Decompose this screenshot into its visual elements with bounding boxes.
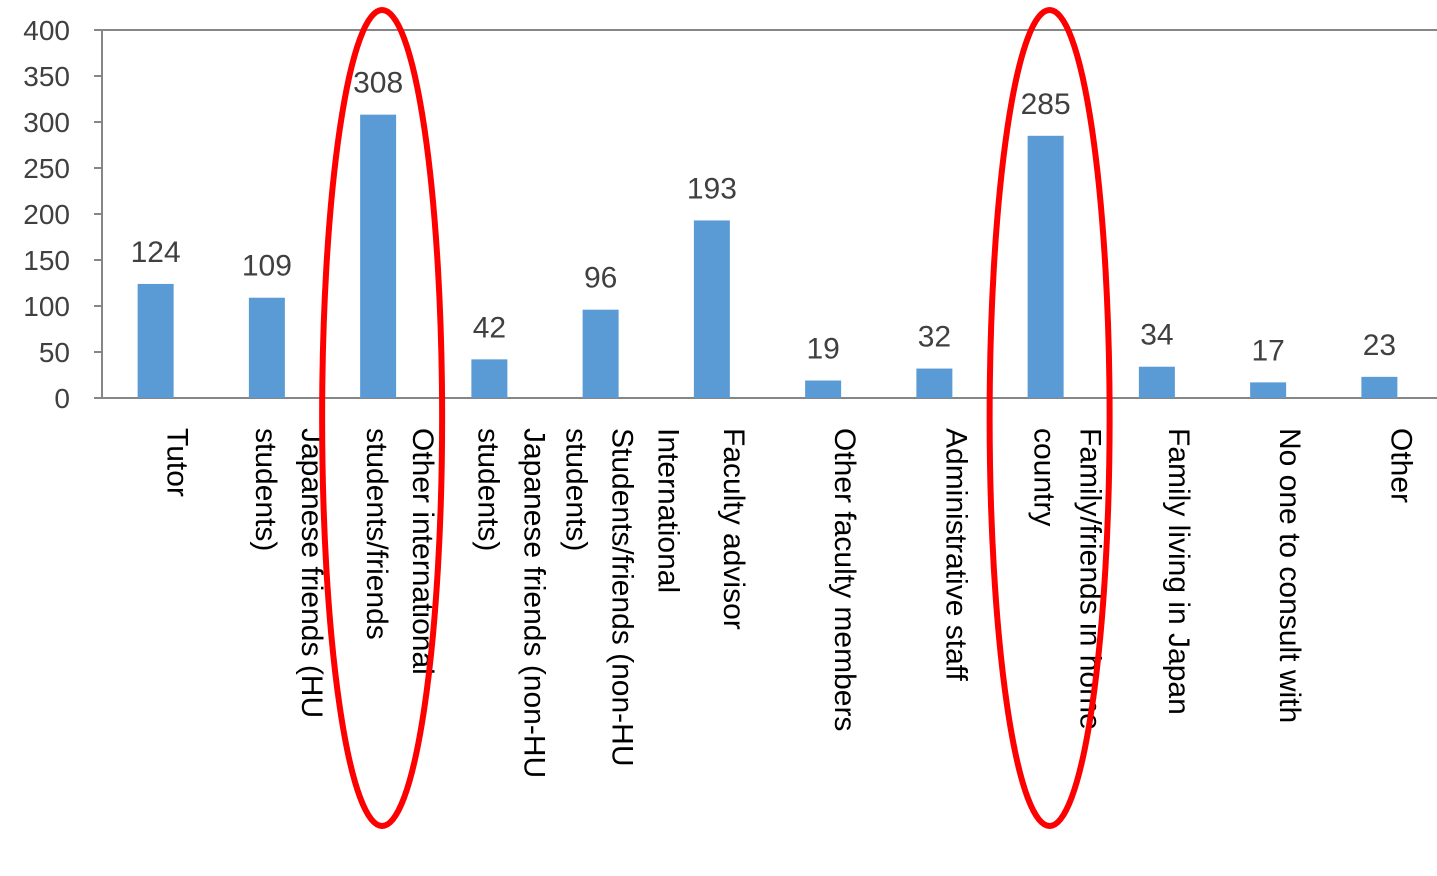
category-label: Family living in Japan	[1162, 428, 1195, 715]
highlight-ellipse	[986, 7, 1113, 829]
y-tick-label: 50	[39, 337, 70, 368]
category-label-line: Tutor	[161, 428, 194, 497]
y-tick-label: 100	[23, 291, 70, 322]
category-label-line: students/friends	[360, 428, 393, 640]
y-tick-label: 250	[23, 153, 70, 184]
category-label-line: country	[1028, 428, 1061, 526]
category-label: Japanese friends (non-HU students)	[471, 428, 550, 778]
category-label: Administrative staff	[939, 428, 972, 682]
category-label-line: Faculty advisor	[717, 428, 750, 630]
y-tick-label: 200	[23, 199, 70, 230]
y-tick-label: 150	[23, 245, 70, 276]
category-label: Other	[1384, 428, 1417, 503]
data-label: 124	[131, 236, 181, 269]
bar	[693, 220, 730, 398]
category-label: Other faculty members	[828, 428, 861, 731]
category-label-line: students)	[471, 428, 504, 551]
data-label: 96	[584, 262, 617, 295]
y-tick-label: 300	[23, 107, 70, 138]
bar	[582, 309, 619, 398]
category-label-line: Administrative staff	[939, 428, 972, 682]
data-label: 19	[806, 333, 839, 366]
bar	[1250, 382, 1287, 398]
category-label-line: students)	[560, 428, 593, 551]
data-label: 285	[1021, 88, 1071, 121]
category-label-line: Students/friends (non-HU	[606, 428, 639, 767]
category-label: No one to consult with	[1273, 428, 1306, 723]
data-label: 42	[473, 311, 506, 344]
y-axis: 0 50 100 150 200 250 300 350 400	[23, 15, 1437, 414]
bar	[1138, 366, 1175, 398]
data-label: 32	[918, 321, 951, 354]
data-label: 308	[353, 67, 403, 100]
data-label: 17	[1251, 334, 1284, 367]
category-label-line: No one to consult with	[1273, 428, 1306, 723]
category-label: Family/friends in home country	[1028, 428, 1107, 730]
highlight-ellipses	[319, 7, 1113, 829]
bar	[137, 283, 174, 398]
highlight-ellipse	[319, 7, 446, 829]
data-label: 34	[1140, 319, 1173, 352]
category-label: Tutor	[161, 428, 194, 497]
category-label-line: students)	[249, 428, 282, 551]
category-label-line: Other	[1384, 428, 1417, 503]
y-tick-label: 400	[23, 15, 70, 46]
category-label-line: Family/friends in home	[1074, 428, 1107, 730]
category-label-line: Other faculty members	[828, 428, 861, 731]
bars	[137, 114, 1398, 399]
y-tick-label: 0	[54, 383, 70, 414]
category-label: International Students/friends (non-HU stu…	[560, 428, 685, 767]
bar	[805, 380, 842, 398]
bar	[916, 368, 953, 398]
y-tick-label: 350	[23, 61, 70, 92]
data-labels: 124 109 308 42 96 193 19 32 285 34 17 23	[131, 67, 1396, 368]
bar	[471, 359, 508, 398]
category-label-line: Family living in Japan	[1162, 428, 1195, 715]
bar	[1361, 376, 1398, 398]
bar	[248, 297, 285, 398]
data-label: 23	[1363, 329, 1396, 362]
bar	[1027, 135, 1064, 399]
data-label: 109	[242, 250, 292, 283]
category-label-line: International	[652, 428, 685, 593]
data-label: 193	[687, 172, 737, 205]
bar	[360, 114, 397, 398]
category-label: Faculty advisor	[717, 428, 750, 630]
category-label-line: Japanese friends (non-HU	[517, 428, 550, 778]
